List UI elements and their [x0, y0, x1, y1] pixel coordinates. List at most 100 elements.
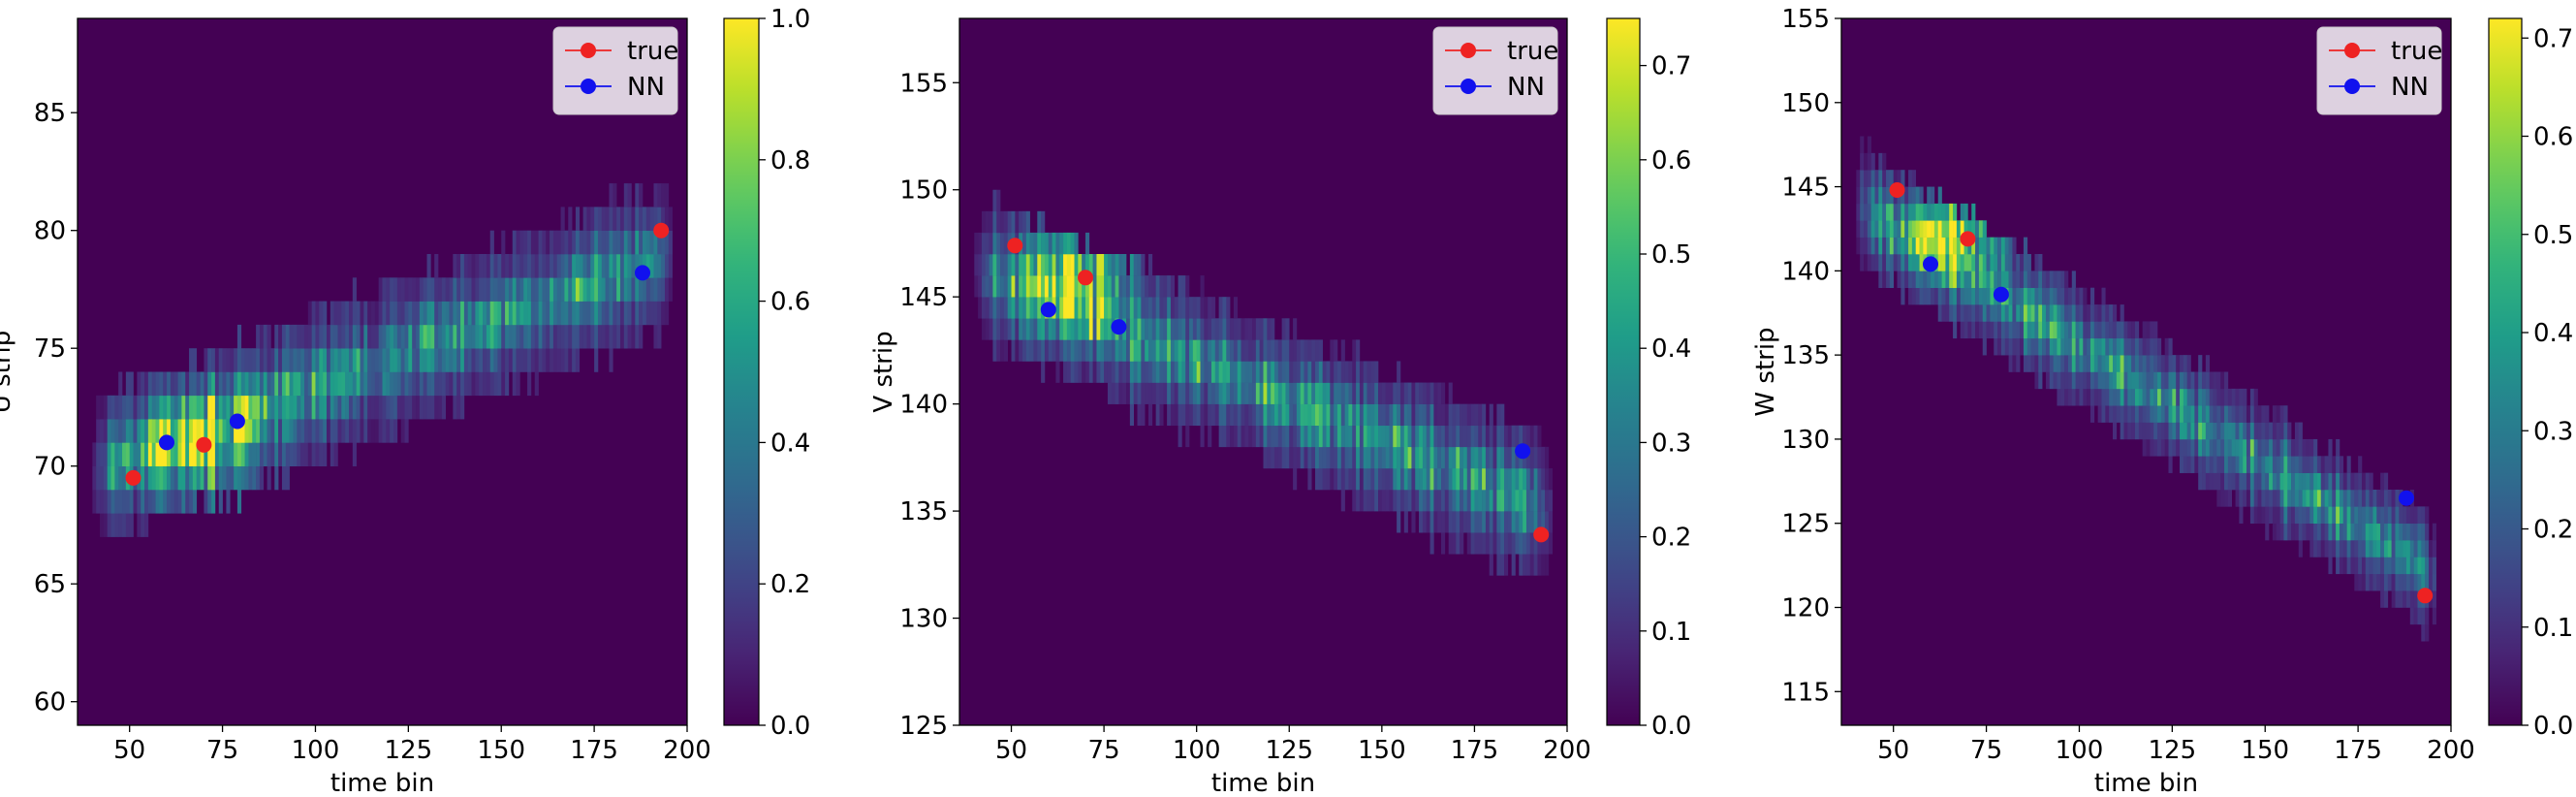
heatmap-cell: [1867, 136, 1871, 154]
heatmap-cell: [1911, 287, 1917, 305]
heatmap-cell: [1945, 304, 1950, 322]
heatmap-cell: [534, 371, 539, 397]
heatmap-cell: [2279, 523, 2284, 541]
heatmap-cell: [530, 348, 536, 372]
heatmap-cell: [657, 277, 662, 302]
heatmap-cell: [1407, 403, 1412, 427]
heatmap-cell: [1185, 339, 1190, 362]
heatmap-cell: [259, 442, 265, 466]
heatmap-cell: [1267, 361, 1272, 383]
heatmap-cell: [2153, 371, 2158, 390]
heatmap-cell: [1904, 237, 1909, 255]
heatmap-cell: [601, 254, 606, 278]
heatmap-cell: [2324, 490, 2329, 507]
heatmap-cell: [456, 254, 461, 278]
heatmap-cell: [1901, 203, 1905, 221]
heatmap-cell: [2391, 490, 2396, 507]
heatmap-cell: [378, 348, 383, 372]
heatmap-cell: [441, 395, 447, 420]
heatmap-cell: [449, 371, 454, 397]
heatmap-cell: [2253, 506, 2258, 525]
heatmap-cell: [196, 442, 201, 466]
heatmap-cell: [1470, 403, 1475, 427]
heatmap-cell: [2057, 355, 2061, 372]
heatmap-cell: [189, 465, 194, 491]
heatmap-cell: [426, 254, 431, 278]
heatmap-cell: [319, 419, 324, 443]
heatmap-cell: [2116, 355, 2120, 372]
heatmap-cell: [2023, 321, 2028, 339]
heatmap-cell: [1949, 220, 1954, 238]
heatmap-cell: [1296, 403, 1302, 427]
heatmap-cell: [1489, 532, 1493, 555]
heatmap-cell: [2198, 405, 2203, 423]
heatmap-cell: [1915, 271, 1920, 289]
heatmap-cell: [326, 324, 331, 349]
heatmap-cell: [479, 254, 484, 278]
heatmap-cell: [489, 254, 494, 278]
heatmap-cell: [300, 442, 305, 466]
heatmap-cell: [449, 301, 454, 326]
heatmap-cell: [2034, 271, 2039, 289]
heatmap-cell: [2008, 337, 2013, 356]
heatmap-cell: [289, 324, 294, 349]
heatmap-cell: [1882, 152, 1887, 171]
heatmap-cell: [635, 183, 640, 207]
heatmap-cell: [1222, 297, 1227, 319]
heatmap-cell: [240, 442, 245, 466]
heatmap-cell: [2383, 557, 2389, 575]
heatmap-cell: [1289, 382, 1294, 404]
heatmap-cell: [1263, 403, 1268, 427]
heatmap-cell: [1210, 297, 1216, 319]
heatmap-cell: [527, 230, 532, 255]
heatmap-cell: [2131, 388, 2136, 406]
heatmap-cell: [2089, 355, 2095, 372]
heatmap-cell: [1271, 425, 1275, 448]
heatmap-cell: [1537, 532, 1542, 555]
heatmap-cell: [1181, 382, 1186, 404]
heatmap-cell: [642, 277, 647, 302]
heatmap-cell: [2316, 540, 2322, 558]
heatmap-cell: [236, 490, 242, 514]
heatmap-cell: [345, 324, 350, 349]
heatmap-cell: [2004, 304, 2009, 322]
y-tick-label: 130: [1781, 426, 1830, 455]
heatmap-cell: [1244, 403, 1249, 427]
heatmap-cell: [1015, 254, 1020, 276]
heatmap-cell: [1315, 339, 1320, 362]
heatmap-cell: [1044, 339, 1050, 362]
heatmap-cell: [1181, 339, 1186, 362]
heatmap-cell: [1422, 403, 1428, 427]
x-tick-label: 100: [2056, 736, 2104, 765]
heatmap-cell: [1897, 203, 1901, 221]
heatmap-cell: [2194, 371, 2199, 390]
heatmap-cell: [453, 301, 457, 326]
heatmap-cell: [1208, 339, 1212, 362]
heatmap-cell: [1385, 382, 1390, 404]
heatmap-cell: [1218, 425, 1223, 448]
heatmap-cell: [627, 301, 632, 326]
heatmap-cell: [560, 301, 565, 326]
heatmap-cell: [1945, 220, 1950, 238]
heatmap-cell: [1500, 532, 1505, 555]
heatmap-cell: [1429, 446, 1434, 469]
heatmap-cell: [1281, 403, 1286, 427]
heatmap-cell: [118, 371, 123, 397]
heatmap-cell: [226, 442, 231, 466]
heatmap-cell: [1304, 382, 1308, 404]
heatmap-cell: [1300, 425, 1304, 448]
heatmap-cell: [2093, 371, 2098, 390]
heatmap-cell: [645, 301, 650, 326]
heatmap-cell: [2249, 388, 2255, 406]
heatmap-cell: [1145, 318, 1149, 340]
heatmap-cell: [1334, 425, 1338, 448]
heatmap-cell: [370, 371, 376, 397]
heatmap-cell: [1911, 170, 1917, 187]
heatmap-cell: [1397, 490, 1401, 512]
heatmap-cell: [363, 324, 368, 349]
heatmap-cell: [479, 324, 484, 349]
heatmap-cell: [2395, 506, 2400, 525]
heatmap-cell: [2127, 371, 2132, 390]
heatmap-cell: [2354, 490, 2359, 507]
heatmap-cell: [1147, 318, 1153, 340]
